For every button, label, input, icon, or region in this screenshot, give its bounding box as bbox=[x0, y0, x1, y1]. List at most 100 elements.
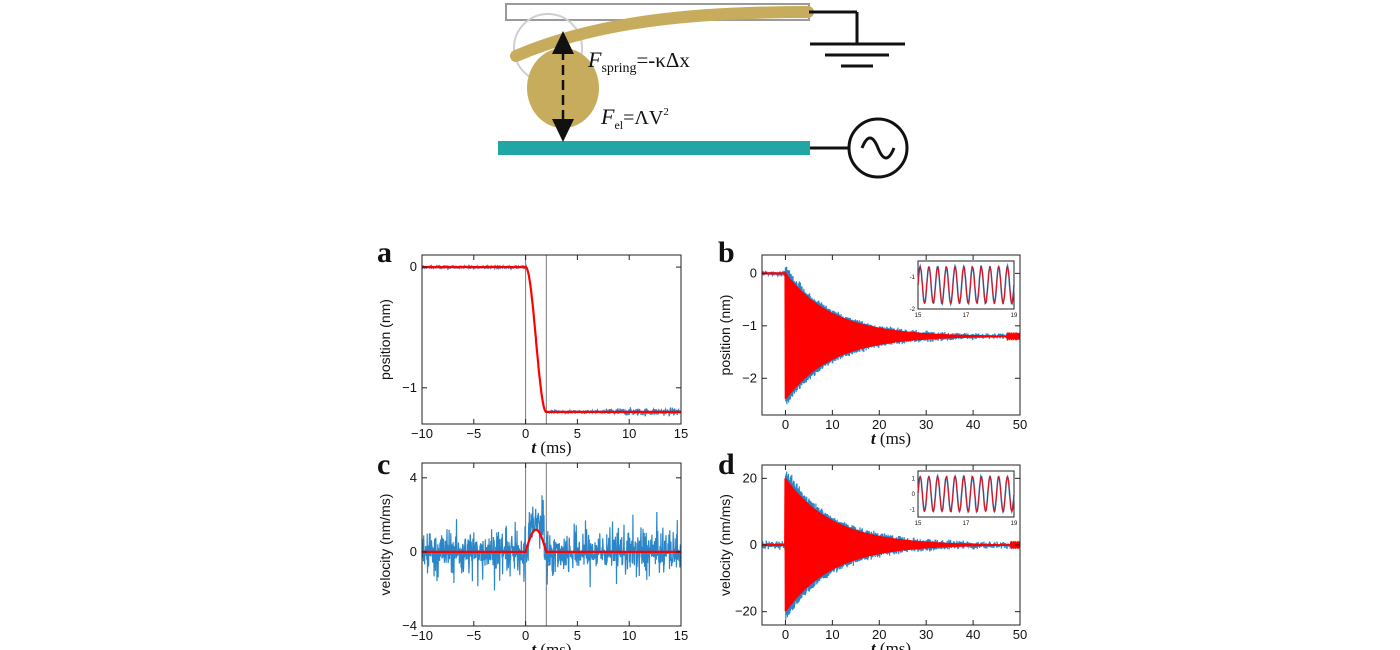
panel-a: a −10 −5 0 5 10 15 0 −1 position (nm) t (ms) bbox=[377, 236, 688, 457]
x-tick-label: 40 bbox=[966, 417, 980, 432]
electric-force-label: Fel=ΛV2 bbox=[600, 104, 669, 132]
plot-area bbox=[762, 471, 1020, 620]
inset-x-tick-label: 19 bbox=[1011, 521, 1018, 527]
x-axis-label: t (ms) bbox=[531, 640, 571, 650]
axes-frame bbox=[761, 254, 1021, 416]
plot-area bbox=[762, 266, 1020, 405]
spring-force-label: Fspring=-κΔx bbox=[587, 47, 690, 76]
electric-force-subscript: el bbox=[614, 118, 623, 132]
panel-c: c −10 −5 0 5 10 15 4 0 −4 velocity (nm/ms) t (ms) bbox=[377, 448, 688, 650]
electric-force-exponent: 2 bbox=[663, 106, 669, 118]
inset-x-tick-label: 17 bbox=[963, 313, 970, 319]
inset-y-tick-label: -2 bbox=[910, 307, 916, 313]
y-tick-label: 0 bbox=[410, 544, 417, 559]
y-tick-label: −1 bbox=[402, 380, 417, 395]
spring-force-expr: =-κΔx bbox=[636, 48, 690, 72]
inset: 15 17 19 -1 -2 bbox=[910, 260, 1018, 319]
measured-series-line bbox=[422, 495, 681, 591]
y-tick-label: 4 bbox=[410, 470, 417, 485]
x-tick-label: 0 bbox=[522, 426, 529, 441]
axes-frame bbox=[421, 462, 682, 627]
schematic: Fspring=-κΔx Fel=ΛV2 bbox=[498, 3, 909, 179]
x-tick-label: 10 bbox=[825, 417, 839, 432]
fit-series-line bbox=[422, 528, 681, 553]
spring-force-subscript: spring bbox=[601, 61, 636, 76]
x-axis-label-variable: t bbox=[531, 438, 537, 457]
plot-area bbox=[422, 255, 681, 424]
y-tick-label: 0 bbox=[750, 537, 757, 552]
electric-force-symbol: F bbox=[600, 104, 615, 129]
inset-fit-line bbox=[917, 265, 1015, 305]
x-axis-label-unit: (ms) bbox=[876, 639, 911, 650]
y-axis-label: velocity (nm/ms) bbox=[377, 494, 393, 596]
x-tick-label: 40 bbox=[966, 627, 980, 642]
plot-area bbox=[422, 463, 681, 626]
fit-series-line bbox=[762, 478, 1020, 612]
panel-letter: a bbox=[377, 236, 392, 269]
x-axis-label: t (ms) bbox=[871, 639, 911, 650]
inset-x-tick-label: 15 bbox=[915, 521, 922, 527]
x-axis-label-variable: t bbox=[531, 640, 537, 650]
y-axis-label: position (nm) bbox=[717, 295, 733, 376]
x-axis-label-unit: (ms) bbox=[536, 640, 571, 650]
y-tick-label: 0 bbox=[750, 265, 757, 280]
y-tick-label: −1 bbox=[742, 318, 757, 333]
panel-letter: b bbox=[718, 236, 735, 269]
x-axis-label-variable: t bbox=[871, 639, 877, 650]
ac-voltage-source-icon bbox=[810, 117, 909, 179]
x-tick-label: 5 bbox=[574, 426, 581, 441]
x-tick-label: −10 bbox=[411, 426, 433, 441]
x-tick-label: 15 bbox=[674, 628, 688, 643]
cantilever-beam bbox=[510, 6, 814, 62]
x-tick-label: 30 bbox=[919, 627, 933, 642]
panel-letter: c bbox=[377, 448, 390, 481]
panel-letter: d bbox=[718, 448, 735, 481]
x-tick-label: 10 bbox=[622, 426, 636, 441]
x-tick-label: 0 bbox=[782, 627, 789, 642]
electrode-bar bbox=[498, 141, 810, 155]
fit-series-line bbox=[762, 272, 1020, 399]
x-tick-label: 0 bbox=[782, 417, 789, 432]
x-tick-label: 5 bbox=[574, 628, 581, 643]
spring-force-symbol: F bbox=[587, 47, 602, 72]
x-axis-label: t (ms) bbox=[531, 438, 571, 457]
x-tick-label: 20 bbox=[872, 417, 886, 432]
y-tick-label: −4 bbox=[402, 618, 417, 633]
x-axis-label-unit: (ms) bbox=[536, 438, 571, 457]
x-tick-label: −5 bbox=[466, 628, 481, 643]
x-tick-label: 20 bbox=[872, 627, 886, 642]
y-tick-label: −20 bbox=[735, 604, 757, 619]
inset: 15 17 19 1 0 -1 bbox=[910, 470, 1018, 527]
y-tick-label: 0 bbox=[410, 259, 417, 274]
electric-force-expr: =ΛV bbox=[623, 107, 664, 129]
x-tick-label: 30 bbox=[919, 417, 933, 432]
x-tick-label: 10 bbox=[622, 628, 636, 643]
x-axis-label-variable: t bbox=[871, 429, 877, 448]
fit-series-line bbox=[422, 266, 681, 413]
inset-y-tick-label: -1 bbox=[910, 275, 916, 281]
y-axis-label: velocity (nm/ms) bbox=[717, 494, 733, 596]
inset-x-tick-label: 17 bbox=[963, 521, 970, 527]
y-axis-label: position (nm) bbox=[377, 299, 393, 380]
x-axis-label: t (ms) bbox=[871, 429, 911, 448]
y-tick-label: 20 bbox=[743, 470, 757, 485]
x-tick-label: 0 bbox=[522, 628, 529, 643]
x-axis-label-unit: (ms) bbox=[876, 429, 911, 448]
y-tick-label: −2 bbox=[742, 370, 757, 385]
double-arrow-icon bbox=[552, 31, 574, 142]
x-tick-label: 50 bbox=[1013, 417, 1027, 432]
inset-fit-line bbox=[917, 475, 1015, 513]
x-tick-label: −5 bbox=[466, 426, 481, 441]
inset-x-tick-label: 15 bbox=[915, 313, 922, 319]
inset-y-tick-label: -1 bbox=[910, 507, 916, 513]
inset-y-tick-label: 0 bbox=[912, 492, 916, 498]
x-tick-label: −10 bbox=[411, 628, 433, 643]
axes-frame bbox=[421, 254, 682, 425]
inset-x-tick-label: 19 bbox=[1011, 313, 1018, 319]
x-tick-label: 50 bbox=[1013, 627, 1027, 642]
x-tick-label: 10 bbox=[825, 627, 839, 642]
measured-series-line bbox=[422, 263, 681, 417]
